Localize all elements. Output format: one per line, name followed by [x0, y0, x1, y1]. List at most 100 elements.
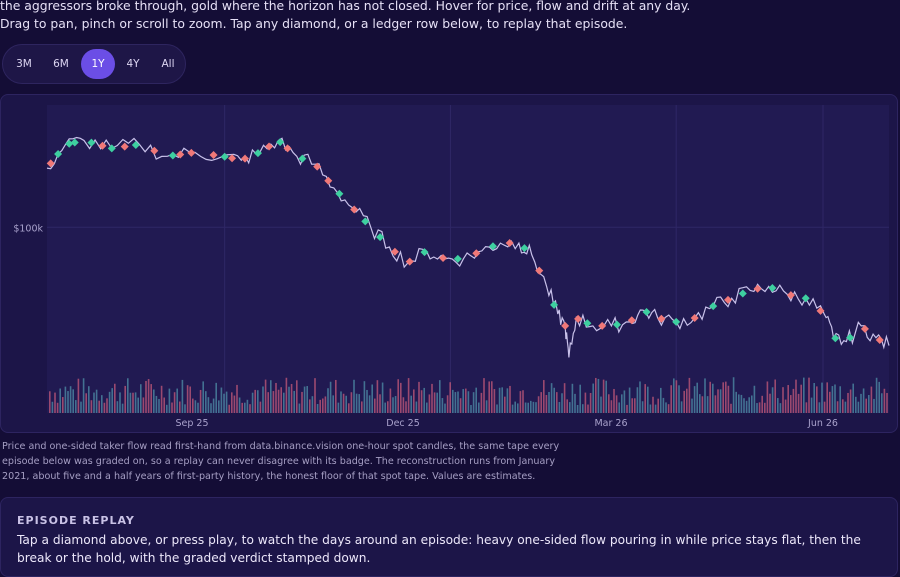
x-tick-label: Jun 26	[807, 418, 838, 429]
episode-diamond-marker[interactable]	[350, 205, 359, 214]
episode-diamond-marker[interactable]	[875, 335, 884, 344]
episode-diamond-marker[interactable]	[535, 266, 544, 275]
range-button-1y[interactable]: 1Y	[81, 49, 115, 79]
volume-bar	[355, 393, 358, 413]
episode-diamond-marker[interactable]	[598, 321, 607, 330]
volume-bar	[657, 398, 659, 413]
episode-diamond-marker[interactable]	[690, 313, 699, 322]
episode-diamond-marker[interactable]	[253, 149, 262, 158]
episode-diamond-marker[interactable]	[574, 314, 583, 323]
episode-diamond-marker[interactable]	[376, 233, 385, 242]
volume-bar	[335, 379, 337, 413]
episode-diamond-marker[interactable]	[46, 159, 55, 168]
episode-diamond-marker[interactable]	[816, 306, 825, 315]
volume-bar	[103, 402, 106, 413]
volume-bar	[176, 388, 178, 413]
episode-diamond-marker[interactable]	[87, 138, 96, 147]
episode-diamond-marker[interactable]	[283, 144, 292, 153]
episode-diamond-marker[interactable]	[520, 244, 529, 253]
episode-diamond-marker[interactable]	[801, 294, 810, 303]
volume-bar	[758, 402, 761, 413]
volume-bar	[72, 389, 74, 413]
volume-bar	[316, 404, 319, 413]
volume-bar	[179, 401, 181, 413]
volume-bar	[452, 389, 454, 413]
episode-diamond-marker[interactable]	[131, 141, 140, 150]
episode-diamond-marker[interactable]	[228, 154, 237, 163]
range-button-all[interactable]: All	[161, 58, 175, 70]
episode-diamond-marker[interactable]	[420, 248, 429, 257]
range-button-4y[interactable]: 4Y	[126, 58, 140, 70]
episode-diamond-marker[interactable]	[738, 289, 747, 298]
volume-bar	[660, 387, 662, 413]
episode-diamond-marker[interactable]	[187, 148, 196, 157]
episode-diamond-marker[interactable]	[672, 317, 681, 326]
volume-bar	[441, 398, 444, 413]
volume-bar	[132, 392, 134, 413]
volume-bar	[732, 377, 735, 413]
episode-diamond-marker[interactable]	[768, 284, 777, 293]
episode-diamond-marker[interactable]	[488, 242, 497, 251]
episode-diamond-marker[interactable]	[241, 154, 250, 163]
volume-bar	[69, 386, 72, 413]
episode-diamond-marker[interactable]	[472, 249, 481, 258]
volume-bar	[420, 390, 423, 413]
episode-diamond-marker[interactable]	[642, 308, 651, 317]
volume-bar	[363, 381, 366, 413]
episode-diamond-marker[interactable]	[65, 139, 74, 148]
episode-diamond-marker[interactable]	[98, 141, 107, 150]
volume-bar	[797, 393, 800, 413]
episode-diamond-marker[interactable]	[505, 239, 514, 248]
episode-diamond-marker[interactable]	[846, 333, 855, 342]
volume-bar	[342, 393, 345, 413]
volume-bar	[220, 387, 223, 413]
episode-diamond-marker[interactable]	[54, 149, 63, 158]
episode-diamond-marker[interactable]	[176, 150, 185, 159]
volume-bar	[704, 378, 706, 413]
episode-diamond-marker[interactable]	[70, 138, 79, 147]
episode-diamond-marker[interactable]	[627, 316, 636, 325]
episode-diamond-marker[interactable]	[786, 291, 795, 300]
episode-diamond-marker[interactable]	[168, 151, 177, 160]
volume-bar	[600, 396, 602, 413]
volume-bar	[218, 400, 220, 413]
volume-bar	[418, 381, 420, 413]
episode-diamond-marker[interactable]	[361, 217, 370, 226]
episode-diamond-marker[interactable]	[265, 142, 274, 151]
episode-diamond-marker[interactable]	[550, 300, 559, 309]
episode-diamond-marker[interactable]	[831, 334, 840, 343]
episode-diamond-marker[interactable]	[860, 324, 869, 333]
episode-diamond-marker[interactable]	[313, 162, 322, 171]
range-button-3m[interactable]: 3M	[16, 58, 32, 70]
price-chart[interactable]: $100k Sep 25 Dec 25 Mar 26 Jun 26	[1, 95, 899, 434]
volume-bar	[831, 386, 834, 413]
volume-bar	[795, 379, 797, 413]
price-chart-panel[interactable]: $100k Sep 25 Dec 25 Mar 26 Jun 26	[0, 94, 898, 433]
volume-bar	[480, 392, 483, 413]
range-button-6m[interactable]: 6M	[53, 58, 69, 70]
episode-diamond-marker[interactable]	[561, 321, 570, 330]
episode-diamond-marker[interactable]	[390, 247, 399, 256]
volume-bar	[389, 388, 392, 413]
episode-diamond-marker[interactable]	[107, 144, 116, 153]
episode-diamond-marker[interactable]	[335, 189, 344, 198]
episode-diamond-marker[interactable]	[657, 314, 666, 323]
volume-bar	[319, 399, 321, 413]
episode-diamond-marker[interactable]	[209, 151, 218, 159]
episode-diamond-marker[interactable]	[583, 319, 592, 328]
volume-bar	[368, 395, 371, 413]
volume-bar	[189, 386, 191, 413]
episode-diamond-marker[interactable]	[405, 257, 414, 266]
episode-diamond-marker[interactable]	[324, 176, 333, 185]
volume-bar	[142, 397, 145, 413]
episode-diamond-marker[interactable]	[724, 295, 733, 304]
volume-bar	[454, 392, 457, 413]
episode-diamond-marker[interactable]	[753, 284, 762, 293]
episode-diamond-marker[interactable]	[298, 154, 307, 163]
episode-diamond-marker[interactable]	[220, 152, 229, 161]
episode-diamond-marker[interactable]	[276, 138, 285, 147]
episode-diamond-marker[interactable]	[150, 146, 159, 155]
episode-diamond-marker[interactable]	[612, 320, 621, 329]
episode-diamond-marker[interactable]	[709, 302, 718, 311]
episode-diamond-marker[interactable]	[120, 142, 129, 151]
